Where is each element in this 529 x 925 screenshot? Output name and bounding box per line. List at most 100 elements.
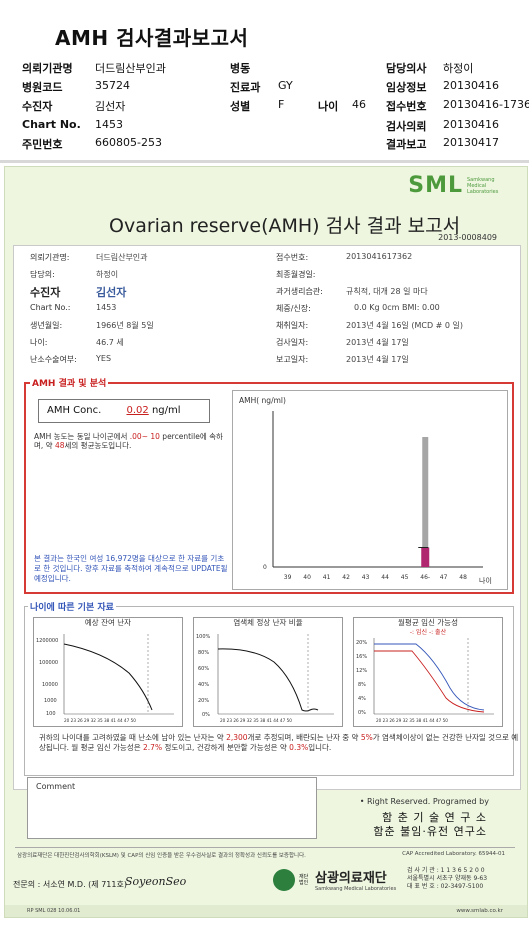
org-info: 검 사 기 관 : 1 1 3 6 5 2 0 0 서울특별시 서초구 양재동 … xyxy=(407,867,487,891)
eggs-ytick-0: 1200000 xyxy=(36,638,58,644)
amh-conc-label: AMH Conc. xyxy=(47,405,102,416)
amh-chart-svg: AMH( ng/ml) 0 나이 39 40 41 42 43 44 45 46- 47 48 xyxy=(239,396,492,585)
sml-logo-subtext: Samkwang Medical Laboratories xyxy=(467,176,499,195)
report-body: 의뢰기관명: 더드림산부인과 담당의: 하정이 수진자 김선자 Chart No… xyxy=(13,245,521,790)
age-summary-eggs: 2,300 xyxy=(226,733,248,742)
field-label-birthdate: 생년월일: xyxy=(30,321,63,330)
preg-ytick-0: 20% xyxy=(356,640,367,646)
age-summary-2: 개로 추정되며, 배란되는 난자 중 약 xyxy=(247,733,361,742)
amh-text-1: AMH 농도는 동일 나이군에서 xyxy=(34,432,130,441)
header-label-report-date: 결과보고 xyxy=(386,138,427,151)
field-label-last-period: 최종월경일: xyxy=(276,270,316,279)
mini-chart-normal-eggs: 염색체 정상 난자 비율 100% 80% 60% 40% 20% 0% 20 … xyxy=(193,617,343,727)
field-value-ovary-surgery: YES xyxy=(96,354,112,363)
amh-text-2: percentile에 속하며, 약 xyxy=(34,432,223,450)
pregnancy-svg: 20% 16% 12% 8% 4% 0% 20 23 26 29 32 35 3… xyxy=(356,638,494,723)
age-summary: 귀하의 나이대를 고려하였을 때 난소에 남아 있는 난자는 약 2,300개로… xyxy=(39,733,519,753)
header-value-doctor: 하정이 xyxy=(443,62,474,75)
header-value-chart-no: 1453 xyxy=(95,118,123,131)
preg-ytick-3: 8% xyxy=(358,682,366,688)
amh-interpretation: AMH 농도는 동일 나이군에서 .00~ 10 percentile에 속하며… xyxy=(34,432,224,450)
header-label-doctor: 담당의사 xyxy=(386,62,427,75)
amh-chart-xlabel: 나이 xyxy=(479,576,492,585)
amh-chart-xtick-0: 39 xyxy=(284,574,292,581)
field-value-age: 46.7 세 xyxy=(96,338,124,347)
cap-accreditation: CAP Accredited Laboratory. 65944-01 xyxy=(402,851,505,857)
website: www.smlab.co.kr xyxy=(456,908,503,914)
eggs-ytick-4: 100 xyxy=(46,711,56,717)
header-label-department: 진료과 xyxy=(230,81,261,94)
amh-note: 본 결과는 한국인 여성 16,972명을 대상으로 한 자료를 기초로 한 것… xyxy=(34,554,228,583)
field-value-collection-date: 2013년 4월 16일 (MCD # 0 일) xyxy=(346,321,464,330)
page-title: AMH 검사결과보고서 xyxy=(55,26,249,50)
header-label-clinical-info: 임상정보 xyxy=(386,81,427,94)
eggs-ytick-2: 10000 xyxy=(42,682,58,688)
header-value-hospital-code: 35724 xyxy=(95,79,130,92)
rights-text: • Right Reserved. Programed by xyxy=(359,797,489,806)
age-data-section: 예상 잔여 난자 1200000 100000 10000 1000 100 2… xyxy=(24,606,518,776)
amh-percentile-range: .00~ 10 xyxy=(129,432,160,441)
amh-chart-xtick-6: 45 xyxy=(401,574,409,581)
sml-logo-text: SML xyxy=(408,173,463,198)
header-value-sex: F xyxy=(278,98,285,111)
field-label-collection-date: 채취일자: xyxy=(276,321,309,330)
amh-result-section: AMH Conc. 0.02 ng/ml AMH 농도는 동일 나이군에서 .0… xyxy=(24,382,514,594)
normal-ytick-0: 100% xyxy=(196,634,211,640)
org-logo: 재단법인 삼광의료재단 Samkwang Medical Laboratorie… xyxy=(273,867,396,892)
header-label-institution: 의뢰기관명 xyxy=(22,62,73,75)
age-summary-4: 정도이고, 건강하게 분만할 가능성은 약 xyxy=(162,743,290,752)
legend-pregnancy-marker: -: xyxy=(409,629,416,636)
field-label-patient: 수진자 xyxy=(30,286,61,299)
org-info-3: 대 표 번 호 : 02-3497-5100 xyxy=(407,883,484,890)
age-section-title: 나이에 따른 기본 자료 xyxy=(28,600,116,613)
report-title: Ovarian reserve(AMH) 검사 결과 보고서 xyxy=(109,215,461,237)
report-sheet: SML Samkwang Medical Laboratories Ovaria… xyxy=(4,166,528,918)
age-summary-birth-pct: 0.3% xyxy=(289,743,309,752)
preg-xticks: 20 23 26 29 32 35 38 41 44 47 50 xyxy=(376,718,448,723)
field-value-patient: 김선자 xyxy=(96,286,127,299)
org-logo-icon xyxy=(273,868,295,891)
field-label-receipt-no: 접수번호: xyxy=(276,253,309,262)
header-label-request-date: 검사의뢰 xyxy=(386,120,427,133)
org-prefix: 재단법인 xyxy=(299,873,309,886)
legend-birth: 출산 xyxy=(435,629,447,636)
field-label-test-date: 검사일자: xyxy=(276,338,309,347)
header-label-age: 나이 xyxy=(318,100,339,113)
header-label-sex: 성별 xyxy=(230,100,251,113)
eggs-xticks: 20 23 26 29 32 35 38 41 44 47 50 xyxy=(64,718,136,723)
normal-ytick-5: 0% xyxy=(202,712,210,718)
preg-ytick-5: 0% xyxy=(358,710,366,716)
amh-conc-box: AMH Conc. 0.02 ng/ml xyxy=(38,399,210,423)
age-summary-1: 귀하의 나이대를 고려하였을 때 난소에 남아 있는 난자는 약 xyxy=(39,733,227,742)
header-value-resident-no: 660805-253 xyxy=(95,136,162,149)
pregnancy-legend: -: 임신 -: 출산 xyxy=(354,627,502,636)
form-code: RP SML 028 10.06.01 xyxy=(27,908,81,914)
sml-logo: SML Samkwang Medical Laboratories xyxy=(408,173,505,198)
field-value-institution: 더드림산부인과 xyxy=(96,253,148,262)
age-summary-normal-pct: 5% xyxy=(360,733,373,742)
field-value-birthdate: 1966년 8월 5일 xyxy=(96,321,154,330)
header-value-institution: 더드림산부인과 xyxy=(95,62,166,75)
amh-chart-xtick-3: 42 xyxy=(342,574,350,581)
org-name: 삼광의료재단 xyxy=(315,871,387,886)
amh-chart-xtick-9: 48 xyxy=(459,574,467,581)
header-value-clinical-info: 20130416 xyxy=(443,79,499,92)
age-summary-preg-pct: 2.7% xyxy=(143,743,163,752)
legend-pregnancy: 임신 xyxy=(415,629,428,636)
org-info-2: 서울특별시 서초구 양재동 9-63 xyxy=(407,875,488,882)
header-label-receipt-no: 접수번호 xyxy=(386,100,427,113)
comment-box: Comment xyxy=(27,777,317,839)
field-value-cycle-habit: 규칙적, 대개 28 일 마다 xyxy=(346,287,428,296)
header-label-resident-no: 주민번호 xyxy=(22,138,63,151)
amh-chart-xtick-7: 46- xyxy=(420,574,430,581)
lab-name-1: 함 춘 기 술 연 구 소 xyxy=(382,811,487,824)
header-label-ward: 병동 xyxy=(230,62,251,75)
amh-conc-value: 0.02 xyxy=(126,405,149,416)
footer-divider xyxy=(15,847,515,848)
amh-chart-xtick-8: 47 xyxy=(440,574,448,581)
amh-chart-reference-bar xyxy=(422,437,429,567)
lab-name-2: 함춘 불임·유전 연구소 xyxy=(373,825,487,838)
amh-chart-xtick-2: 41 xyxy=(323,574,331,581)
birth-curve xyxy=(374,650,485,713)
field-value-report-date: 2013년 4월 17일 xyxy=(346,355,409,364)
